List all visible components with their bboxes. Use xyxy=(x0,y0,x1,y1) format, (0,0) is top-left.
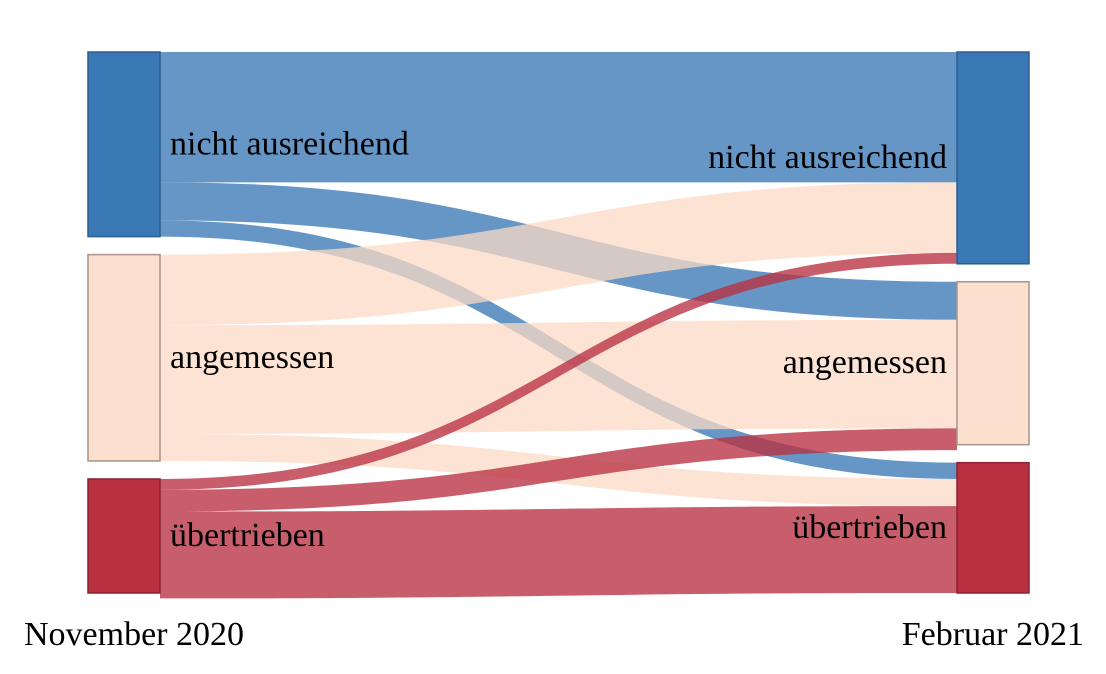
node-n_na xyxy=(87,51,161,238)
node-label-n_ang: angemessen xyxy=(170,339,334,376)
sankey-labels: nicht ausreichend angemessen übertrieben ni… xyxy=(24,125,1084,653)
node-label-f_na: nicht ausreichend xyxy=(708,139,947,176)
link-n_ueb-to-f_na xyxy=(160,252,957,490)
node-f_ang xyxy=(956,281,1030,446)
link-n_ueb-to-f_ueb xyxy=(160,506,957,599)
node-label-f_ang: angemessen xyxy=(783,344,947,381)
node-f_na xyxy=(956,51,1030,265)
node-f_ueb xyxy=(956,461,1030,594)
link-n_na-to-f_na xyxy=(160,52,957,183)
link-n_ueb-to-f_ang xyxy=(160,428,957,512)
sankey-nodes xyxy=(87,51,1030,594)
link-n_ang-to-f_ang xyxy=(160,319,957,434)
node-label-n_ueb: übertrieben xyxy=(170,517,325,554)
link-n_ang-to-f_na xyxy=(160,182,957,326)
node-n_ang xyxy=(87,253,161,462)
node-n_ueb xyxy=(87,478,161,594)
node-label-f_ueb: übertrieben xyxy=(792,509,947,546)
sankey-links xyxy=(160,52,957,599)
column-label-1: Februar 2021 xyxy=(902,616,1084,653)
column-label-0: November 2020 xyxy=(24,616,244,653)
node-label-n_na: nicht ausreichend xyxy=(170,125,409,162)
